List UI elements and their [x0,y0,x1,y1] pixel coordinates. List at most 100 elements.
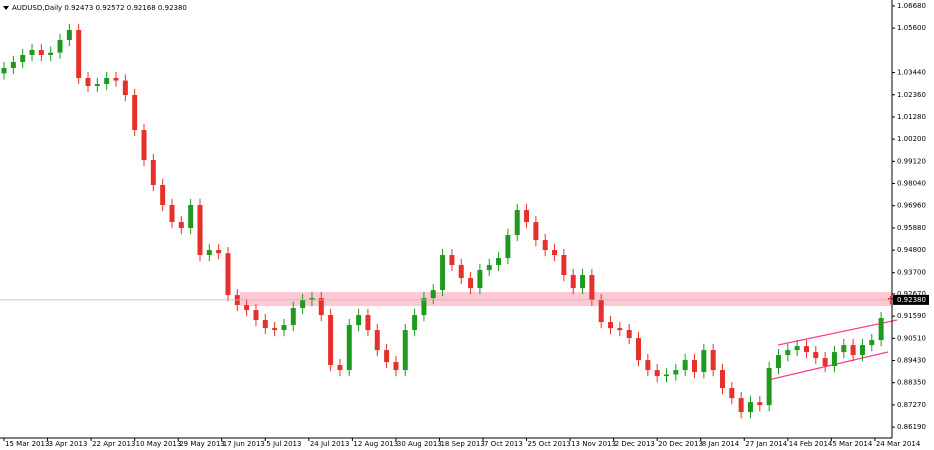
candle-body [104,77,110,84]
candle-body [505,235,511,259]
candle-body [132,94,138,131]
candle-body [206,250,212,256]
candle-body [318,298,324,316]
candle-body [262,320,268,329]
candle-body [309,298,315,301]
x-tick-label: 7 Oct 2013 [484,440,523,448]
chart-title: AUDUSD,Daily 0.92473 0.92572 0.92168 0.9… [12,4,187,12]
candle-body [794,346,800,351]
candle-body [38,49,44,55]
candle-body [785,350,791,356]
candle-body [589,275,595,301]
candle-body [66,29,72,40]
y-tick-label: 0.87270 [897,401,926,409]
candle-body [636,338,642,361]
y-tick-label: 0.93700 [897,269,926,277]
candle-body [393,362,399,371]
x-tick-label: 5 Mar 2014 [832,440,872,448]
candle-body [645,360,651,371]
candle-body [514,210,520,236]
x-tick-label: 18 Sep 2013 [440,440,484,448]
candle-body [57,39,63,53]
x-tick-label: 30 Aug 2013 [397,440,442,448]
candle-body [337,365,343,371]
candle-body [169,205,175,223]
y-tick-label: 1.00200 [897,135,926,143]
candle-body [253,310,259,321]
x-tick-label: 5 Jul 2013 [266,440,301,448]
candle-body [608,322,614,329]
candle-body [430,290,436,299]
x-tick-label: 24 Mar 2014 [876,440,921,448]
channel-lower [767,351,889,381]
candle-body [477,270,483,289]
candle-body [869,340,875,346]
candle-body [822,358,828,367]
candle-body [188,205,194,229]
candle-body [850,345,856,356]
candle-body [813,352,819,359]
menu-icon [3,6,9,10]
y-tick-label: 0.94800 [897,246,926,254]
x-tick-label: 17 Jun 2013 [223,440,265,448]
y-tick-label: 0.90510 [897,334,926,342]
y-tick-label: 0.95880 [897,224,926,232]
candle-body [113,77,119,81]
candle-body [244,305,250,311]
x-tick-label: 22 Apr 2013 [92,440,135,448]
x-tick-label: 14 Feb 2014 [789,440,833,448]
x-tick-label: 8 Jan 2014 [702,440,740,448]
candle-body [841,345,847,353]
candle-body [738,398,744,413]
y-tick-label: 0.98040 [897,180,926,188]
candle-body [402,330,408,371]
y-tick-label: 0.99120 [897,157,926,165]
x-tick-label: 27 Jan 2014 [745,440,788,448]
y-tick-label: 1.03440 [897,69,926,77]
candle-body [878,318,884,341]
y-tick-label: 0.86190 [897,423,926,431]
candle-body [701,350,707,373]
candle-body [664,374,670,377]
x-tick-label: 20 Dec 2013 [658,440,703,448]
candle-body [94,83,100,86]
x-tick-label: 15 Mar 2013 [5,440,49,448]
y-tick-label: 0.88350 [897,379,926,387]
candle-body [29,49,35,55]
candle-body [719,370,725,389]
y-tick-label: 0.92670 [897,290,926,298]
x-tick-label: 29 May 2013 [179,440,225,448]
candle-body [85,77,91,86]
candle-body [552,250,558,256]
candle-body [757,402,763,406]
candle-body [281,325,287,331]
candle-body [617,328,623,331]
y-tick-label: 0.91590 [897,312,926,320]
candle-body [458,265,464,279]
candle-body [122,80,128,95]
candle-body [216,250,222,254]
candle-body [831,352,837,367]
candle-body [887,297,893,300]
y-tick-label: 1.02360 [897,91,926,99]
resistance-zone [240,292,892,306]
candle-body [747,402,753,413]
candle-body [300,300,306,309]
candle-body [673,370,679,375]
candle-body [654,370,660,377]
candle-body [272,328,278,331]
candle-body [150,160,156,186]
candle-body [328,315,334,366]
current-price-label: 0.92380 [897,296,926,304]
candles [1,23,893,419]
y-tick-label: 0.89430 [897,357,926,365]
candle-body [1,67,7,74]
candle-body [421,298,427,316]
candle-body [449,255,455,266]
candle-body [225,253,231,296]
candle-body [468,278,474,289]
candle-body [20,54,26,62]
x-tick-label: 2 Dec 2013 [615,440,655,448]
